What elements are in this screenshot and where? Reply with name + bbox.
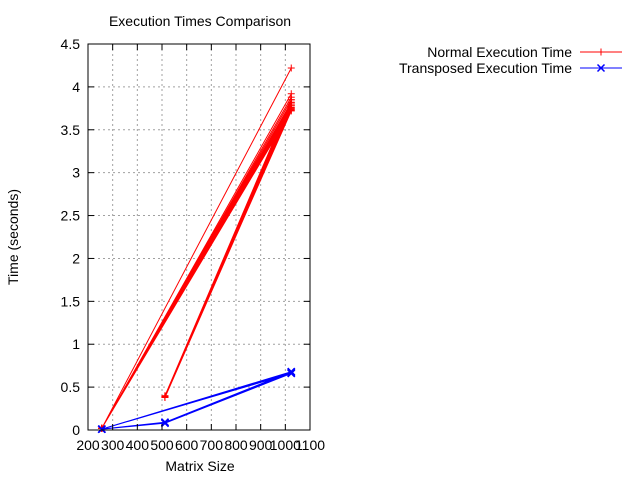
legend-label: Transposed Execution Time (399, 60, 572, 76)
data-point (287, 367, 296, 376)
x-tick-label: 700 (200, 437, 224, 453)
data-point (160, 419, 169, 428)
chart-title: Execution Times Comparison (109, 13, 291, 29)
x-tick-label: 300 (101, 437, 125, 453)
y-tick-label: 2 (72, 250, 80, 266)
legend-marker (597, 48, 605, 56)
data-point (161, 393, 169, 401)
data-point (97, 425, 106, 434)
legend-marker (596, 63, 606, 73)
x-tick-label: 600 (175, 437, 199, 453)
y-tick-label: 0.5 (61, 379, 81, 395)
legend-label: Normal Execution Time (427, 44, 572, 60)
y-tick-label: 4 (72, 79, 80, 95)
y-tick-label: 1 (72, 336, 80, 352)
data-point (287, 369, 296, 378)
y-tick-label: 4.5 (61, 36, 81, 52)
y-tick-label: 3 (72, 165, 80, 181)
x-tick-label: 200 (76, 437, 100, 453)
x-tick-label: 900 (249, 437, 273, 453)
data-point (287, 64, 295, 72)
series-line (101, 371, 292, 430)
x-tick-label: 1000 (270, 437, 301, 453)
data-point (287, 106, 295, 114)
y-tick-label: 0 (72, 422, 80, 438)
x-tick-label: 500 (150, 437, 174, 453)
x-tick-label: 800 (224, 437, 248, 453)
series-layer (97, 64, 296, 434)
plot-frame (87, 43, 311, 431)
x-tick-label: 400 (126, 437, 150, 453)
x-tick-label: 1100 (295, 437, 325, 453)
y-axis-label: Time (seconds) (5, 189, 21, 285)
x-axis-label: Matrix Size (165, 458, 234, 474)
y-tick-label: 1.5 (61, 293, 81, 309)
y-tick-label: 2.5 (61, 208, 81, 224)
series-transposed (97, 367, 296, 434)
y-tick-label: 3.5 (61, 122, 81, 138)
